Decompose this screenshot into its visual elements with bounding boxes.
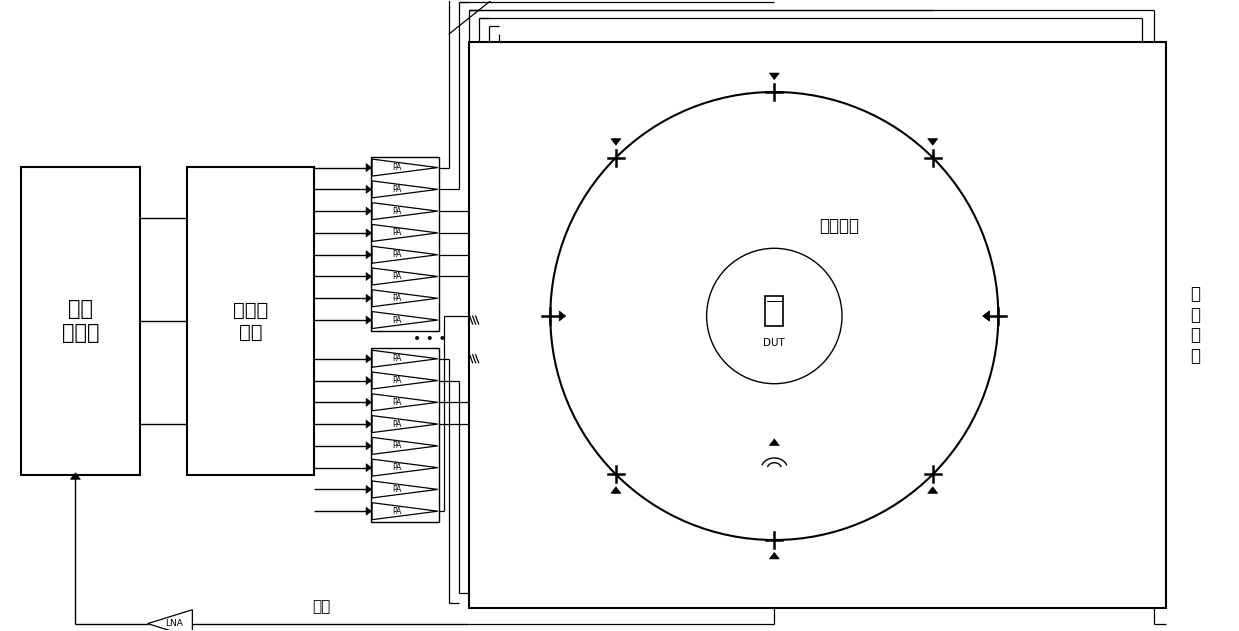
Polygon shape	[366, 316, 372, 324]
Polygon shape	[366, 464, 372, 471]
Polygon shape	[372, 268, 437, 285]
Polygon shape	[366, 294, 372, 302]
Polygon shape	[366, 377, 372, 384]
Polygon shape	[366, 355, 372, 363]
Text: 终
端
暗
室: 终 端 暗 室	[1191, 285, 1201, 365]
Text: PA: PA	[393, 316, 401, 324]
Text: DUT: DUT	[763, 338, 786, 348]
Polygon shape	[366, 207, 372, 215]
Polygon shape	[372, 181, 437, 198]
Polygon shape	[983, 311, 990, 321]
Text: • • •: • • •	[413, 333, 446, 346]
Polygon shape	[366, 507, 372, 515]
Polygon shape	[366, 229, 372, 237]
Text: PA: PA	[393, 463, 401, 472]
Text: 上行: 上行	[312, 599, 331, 614]
Polygon shape	[372, 159, 437, 176]
Bar	[766, 296, 783, 326]
Text: PA: PA	[393, 485, 401, 494]
Text: PA: PA	[393, 294, 401, 303]
Polygon shape	[366, 485, 372, 493]
Polygon shape	[372, 203, 437, 220]
Text: PA: PA	[393, 354, 401, 363]
Text: PA: PA	[393, 163, 401, 172]
Polygon shape	[372, 503, 437, 520]
Text: PA: PA	[393, 507, 401, 516]
Polygon shape	[372, 290, 437, 307]
Polygon shape	[366, 163, 372, 172]
Text: LNA: LNA	[166, 619, 183, 628]
Text: PA: PA	[393, 185, 401, 194]
Polygon shape	[611, 487, 621, 493]
Text: PA: PA	[393, 206, 401, 216]
Polygon shape	[366, 273, 372, 280]
Polygon shape	[372, 246, 437, 263]
Polygon shape	[769, 439, 779, 445]
Text: PA: PA	[393, 441, 401, 451]
Text: PA: PA	[393, 272, 401, 281]
Text: PA: PA	[393, 251, 401, 259]
Polygon shape	[372, 350, 437, 367]
Text: PA: PA	[393, 376, 401, 385]
Bar	[187, 167, 315, 475]
Polygon shape	[559, 311, 566, 321]
Polygon shape	[769, 73, 779, 80]
Polygon shape	[372, 437, 437, 454]
Polygon shape	[366, 420, 372, 428]
Polygon shape	[366, 398, 372, 406]
Polygon shape	[611, 139, 621, 145]
Polygon shape	[372, 481, 437, 498]
Bar	[372, 156, 439, 331]
Polygon shape	[147, 610, 192, 631]
Polygon shape	[928, 139, 938, 145]
Polygon shape	[983, 311, 990, 321]
Polygon shape	[769, 553, 779, 559]
Text: PA: PA	[393, 420, 401, 428]
Polygon shape	[372, 372, 437, 389]
Polygon shape	[372, 225, 437, 242]
Bar	[21, 167, 140, 475]
Bar	[372, 348, 439, 522]
Polygon shape	[372, 459, 437, 476]
Polygon shape	[71, 473, 81, 480]
Polygon shape	[366, 186, 372, 193]
Text: PA: PA	[393, 228, 401, 237]
Text: PA: PA	[393, 398, 401, 407]
Polygon shape	[372, 312, 437, 329]
Polygon shape	[366, 442, 372, 450]
Text: 信道模
拟器: 信道模 拟器	[233, 300, 269, 341]
Polygon shape	[372, 394, 437, 411]
Polygon shape	[366, 251, 372, 259]
Polygon shape	[372, 416, 437, 433]
Text: 基站
模拟器: 基站 模拟器	[62, 299, 99, 343]
Bar	[468, 42, 1166, 608]
Text: 测试区域: 测试区域	[819, 218, 859, 235]
Polygon shape	[928, 487, 938, 493]
